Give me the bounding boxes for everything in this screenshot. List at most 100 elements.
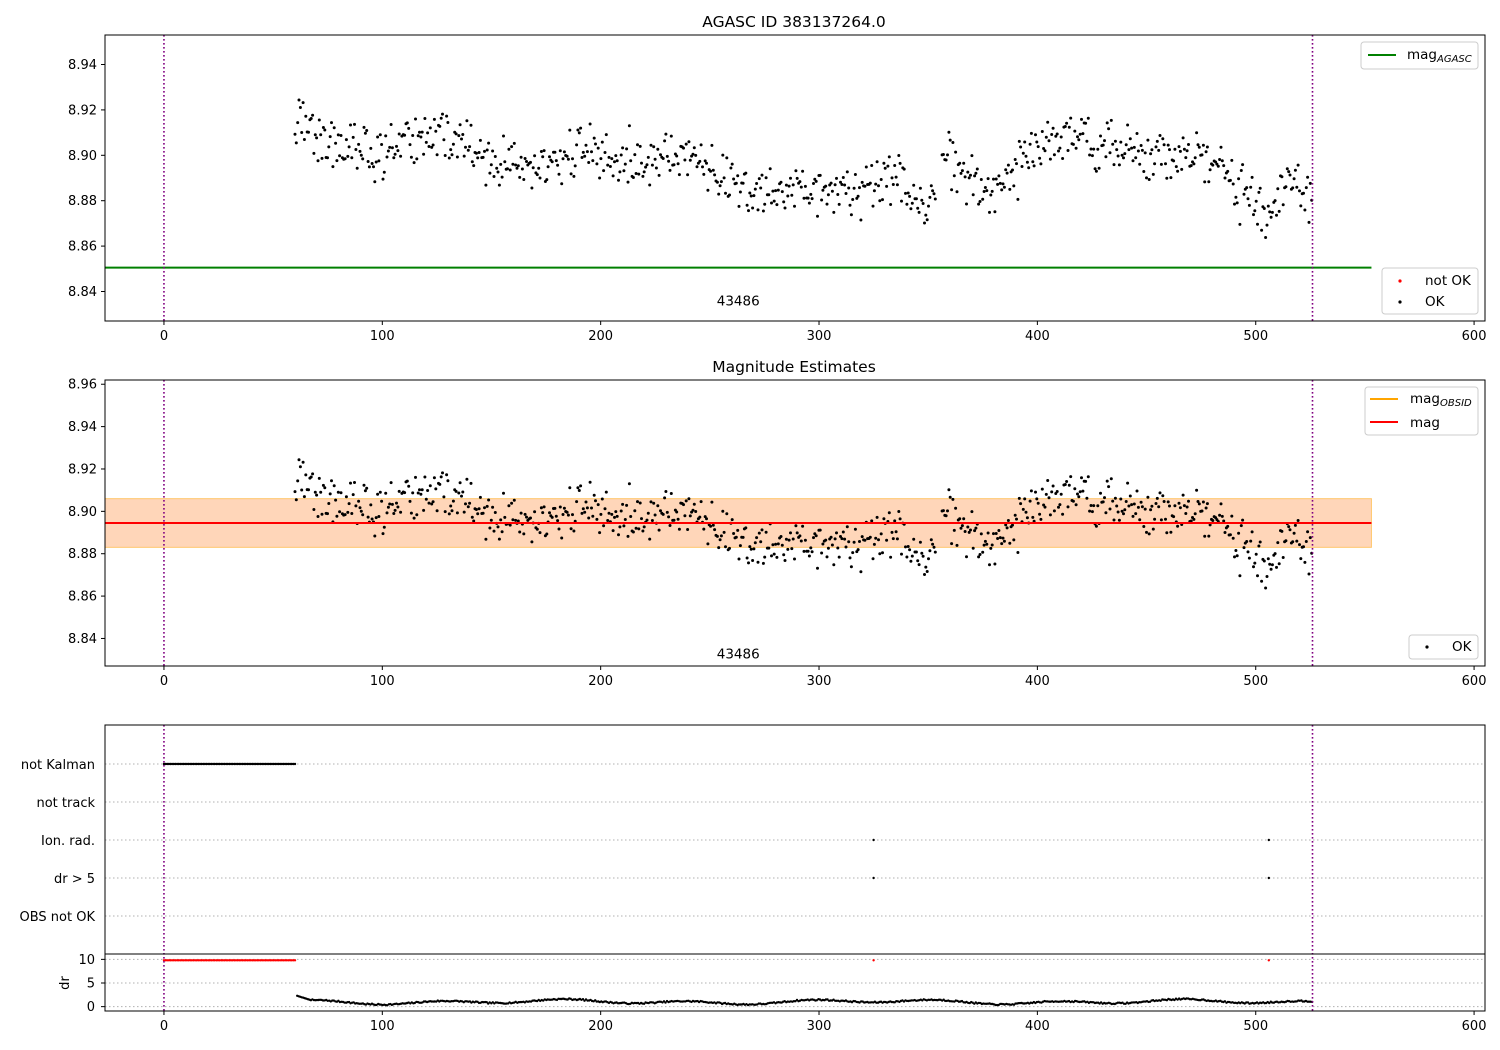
data-point (760, 528, 764, 532)
data-point (816, 566, 819, 570)
data-point (871, 204, 875, 208)
data-point (1205, 145, 1209, 149)
data-point (1247, 556, 1251, 560)
data-point (807, 554, 811, 558)
data-point (883, 166, 887, 170)
data-point (519, 155, 523, 159)
data-point (294, 141, 298, 145)
data-point (1192, 517, 1196, 521)
data-point (1136, 149, 1140, 153)
data-point (732, 532, 736, 535)
flag-point (218, 762, 221, 766)
data-point (1226, 169, 1230, 173)
data-point (507, 147, 511, 151)
data-point (602, 169, 606, 173)
data-point (640, 517, 643, 521)
data-point (661, 157, 665, 160)
data-point (1165, 531, 1169, 535)
data-point (843, 183, 847, 187)
data-point (405, 479, 409, 483)
data-point (320, 156, 324, 160)
data-point (554, 514, 558, 518)
data-point (1028, 499, 1032, 503)
data-point (687, 140, 691, 144)
data-point (386, 149, 390, 153)
data-point (1268, 562, 1272, 566)
data-point (764, 176, 768, 180)
data-point (1084, 479, 1088, 483)
data-point (1184, 156, 1188, 160)
data-point (1019, 145, 1023, 149)
data-point (890, 176, 894, 180)
y-tick-label: 8.90 (68, 505, 97, 520)
data-point (606, 519, 610, 522)
data-point (1173, 504, 1177, 508)
data-point (326, 156, 329, 160)
data-point (529, 160, 532, 164)
data-point (992, 177, 995, 181)
data-point (868, 181, 872, 185)
data-point (983, 186, 987, 189)
data-point (705, 517, 708, 521)
data-point (890, 530, 894, 534)
flag-point (261, 762, 264, 766)
data-point (824, 184, 828, 188)
data-point (925, 570, 929, 573)
data-point (928, 549, 932, 553)
data-point (965, 202, 968, 206)
data-point (1161, 494, 1165, 498)
data-point (921, 202, 925, 205)
data-point (1165, 176, 1169, 180)
data-point (910, 201, 914, 205)
data-point (856, 548, 860, 552)
data-point (1254, 199, 1258, 203)
data-point (771, 543, 775, 547)
data-point (1220, 514, 1224, 518)
data-point (511, 518, 515, 522)
data-point (576, 128, 580, 132)
data-point (659, 153, 662, 157)
data-point (1024, 510, 1028, 514)
data-point (725, 156, 729, 160)
data-point (962, 517, 966, 521)
data-point (1107, 127, 1111, 131)
data-point (354, 148, 358, 151)
data-point (818, 173, 822, 177)
flag-point (279, 762, 282, 766)
data-point (320, 512, 324, 516)
data-point (1116, 154, 1120, 158)
data-point (724, 191, 727, 195)
data-point (361, 513, 365, 517)
data-point (321, 483, 325, 487)
data-point (477, 507, 481, 511)
data-point (464, 502, 467, 506)
data-point (1084, 121, 1088, 125)
data-point (1276, 187, 1280, 191)
data-point (1020, 165, 1024, 168)
data-point (902, 167, 906, 171)
data-point (1128, 137, 1132, 141)
dr-capped-point (293, 959, 297, 962)
data-point (1135, 132, 1139, 135)
data-point (623, 162, 627, 166)
data-point (1131, 159, 1135, 163)
data-point (730, 518, 734, 522)
data-point (596, 503, 600, 507)
data-point (519, 511, 523, 515)
data-point (1277, 562, 1281, 566)
data-point (1040, 487, 1044, 491)
data-point (1069, 475, 1073, 479)
data-point (755, 182, 759, 185)
flag-point (293, 762, 297, 766)
data-point (369, 503, 373, 507)
data-point (614, 510, 618, 514)
data-point (672, 518, 676, 522)
data-point (315, 136, 319, 140)
y-tick-label: 8.92 (68, 462, 97, 477)
data-point (428, 484, 432, 488)
data-point (1047, 496, 1051, 500)
data-point (730, 162, 734, 166)
data-point (1247, 203, 1251, 207)
data-point (734, 181, 738, 185)
data-point (1132, 502, 1136, 506)
